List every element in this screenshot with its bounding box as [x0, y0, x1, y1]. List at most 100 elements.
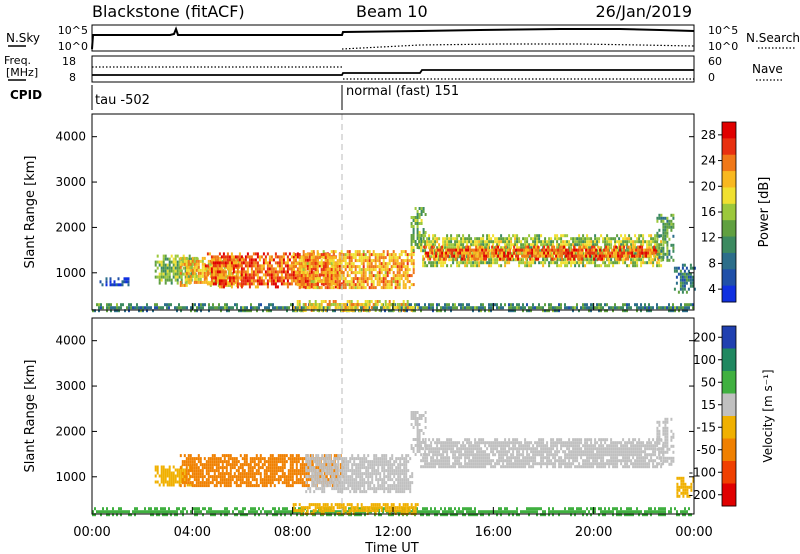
colorbar-tick-label: 12	[701, 231, 716, 245]
colorbar-swatch	[722, 138, 736, 156]
colorbar-swatch	[722, 371, 736, 394]
colorbar-tick-4: 16	[701, 205, 722, 219]
colorbar-swatch	[722, 461, 736, 484]
freq-right-tick-bottom: 0	[708, 71, 715, 84]
y-tick-2: 3000	[55, 175, 694, 189]
y-tick-label: 1000	[55, 266, 86, 280]
region-10	[673, 263, 696, 294]
colorbar-swatch	[722, 269, 736, 287]
region-9	[656, 213, 675, 262]
power-colorbar-ticks: 28 24 20 16 12 8 4	[701, 128, 722, 296]
colorbar-tick-4: 15	[701, 398, 722, 412]
colorbar-tick-3: 20	[701, 179, 722, 193]
colorbar-swatch	[722, 326, 736, 349]
cpid-segment-2: normal (fast) 151	[346, 84, 459, 99]
nave-label: Nave	[752, 62, 783, 76]
y-tick-3: 2000	[55, 424, 694, 438]
colorbar-tick-6: -50	[696, 443, 722, 457]
colorbar-tick-1: 28	[701, 128, 722, 142]
velocity-colorbar-swatches	[721, 325, 737, 507]
colorbar-tick-label: -200	[689, 488, 716, 502]
power-colorbar: 28 24 20 16 12 8 4 Power [dB]	[701, 121, 772, 303]
cpid-label: CPID	[10, 88, 42, 102]
cpid-segment-1: tau -502	[95, 93, 150, 108]
colorbar-tick-8: -200	[689, 488, 722, 502]
power-colorbar-swatches	[721, 121, 737, 303]
colorbar-tick-label: 20	[701, 179, 716, 193]
colorbar-swatch	[722, 187, 736, 205]
colorbar-tick-label: 16	[701, 205, 716, 219]
time-axis-label: Time UT	[364, 541, 418, 554]
colorbar-swatch	[722, 171, 736, 188]
y-tick-1: 4000	[55, 130, 694, 144]
cpid-panel: CPID tau -502 normal (fast) 151	[10, 84, 459, 110]
x-tick-2: 04:00	[174, 303, 211, 540]
colorbar-tick-label: 24	[701, 154, 716, 168]
freq-solid-trace	[92, 69, 694, 76]
x-tick-1: 00:00	[73, 303, 111, 540]
freq-left-tick-bottom: 8	[69, 71, 76, 84]
freq-label-line2: [MHz]	[6, 66, 38, 79]
colorbar-tick-1: 200	[693, 330, 722, 344]
y-tick-4: 1000	[55, 266, 694, 280]
colorbar-swatch	[722, 122, 736, 139]
colorbar-tick-5: -15	[696, 420, 722, 434]
colorbar-swatch	[722, 285, 736, 303]
region-3	[305, 454, 414, 494]
region-6	[656, 417, 675, 466]
velocity-colorbar: 200 100 50 15 -15 -50 -100 -200 Velocity [m s⁻¹…	[689, 325, 775, 507]
colorbar-tick-label: 4	[708, 282, 716, 296]
beam-title: Beam 10	[356, 2, 428, 21]
colorbar-swatch	[722, 252, 736, 270]
velocity-marks	[92, 411, 695, 517]
y-tick-3: 2000	[55, 220, 694, 234]
power-y-ticks: 4000 3000 2000 1000	[55, 130, 694, 280]
x-tick-label: 16:00	[475, 525, 512, 540]
colorbar-swatch	[722, 236, 736, 254]
colorbar-tick-6: 8	[708, 256, 722, 270]
station-title: Blackstone (fitACF)	[92, 2, 245, 21]
colorbar-tick-5: 12	[701, 231, 722, 245]
colorbar-tick-2: 24	[701, 154, 722, 168]
region-4	[410, 411, 427, 456]
x-tick-7: 00:00	[675, 303, 713, 540]
colorbar-tick-label: 200	[693, 330, 716, 344]
date-title: 26/Jan/2019	[595, 2, 692, 21]
colorbar-tick-label: 50	[701, 375, 716, 389]
colorbar-swatch	[722, 220, 736, 238]
region-5	[292, 250, 415, 290]
x-tick-label: 00:00	[675, 525, 712, 540]
colorbar-tick-3: 50	[701, 375, 722, 389]
velocity-ylabel: Slant Range [km]	[23, 360, 38, 473]
y-tick-label: 4000	[55, 334, 86, 348]
colorbar-swatch	[722, 438, 736, 462]
noise-sky-trace	[91, 26, 695, 50]
region-1	[99, 277, 130, 287]
colorbar-tick-2: 100	[693, 353, 722, 367]
colorbar-tick-7: -100	[689, 465, 722, 479]
noise-left-tick-top: 10^5	[58, 24, 88, 37]
colorbar-tick-label: -15	[696, 420, 716, 434]
colorbar-tick-label: 15	[701, 398, 716, 412]
noise-panel: N.Sky 10^5 10^0 10^5 10^0 N.Search	[6, 24, 800, 53]
noise-right-tick-bottom: 10^0	[708, 40, 738, 53]
velocity-colorbar-ticks: 200 100 50 15 -15 -50 -100 -200	[689, 330, 722, 502]
velocity-panel: 4000 3000 2000 1000 00:00 04:00 08:00 12:00 16:…	[23, 303, 713, 554]
noise-left-tick-bottom: 10^0	[58, 40, 88, 53]
colorbar-swatch	[722, 203, 736, 221]
noise-right-tick-top: 10^5	[708, 24, 738, 37]
y-tick-1: 4000	[55, 334, 694, 348]
velocity-colorbar-label: Velocity [m s⁻¹]	[761, 369, 775, 462]
colorbar-swatch	[722, 416, 736, 439]
y-tick-label: 3000	[55, 379, 86, 393]
y-tick-label: 4000	[55, 130, 86, 144]
colorbar-tick-label: -50	[696, 443, 716, 457]
noise-search-trace	[341, 43, 695, 50]
x-tick-label: 08:00	[274, 525, 311, 540]
colorbar-swatch	[722, 393, 736, 417]
power-panel: 4000 3000 2000 1000 Slant Range [km]	[23, 113, 696, 313]
region-8	[423, 245, 660, 261]
x-tick-4: 12:00	[374, 303, 412, 540]
